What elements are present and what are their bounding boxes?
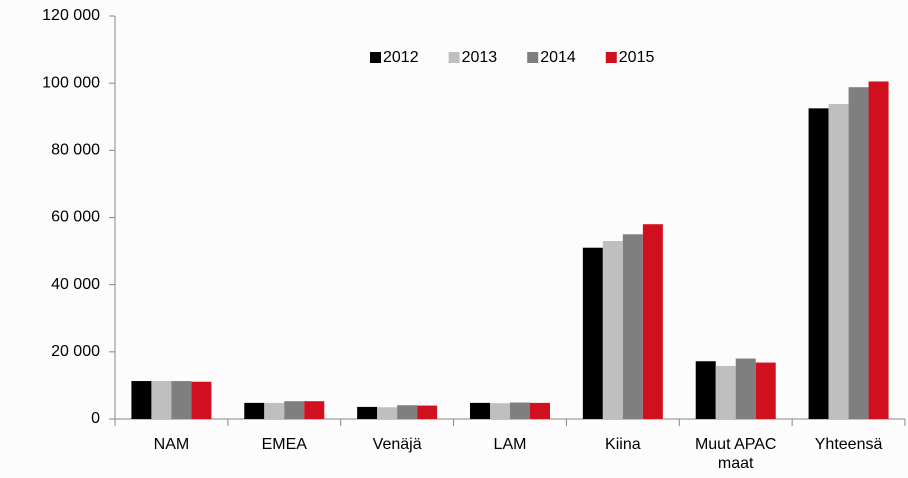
bar	[715, 365, 736, 419]
legend-label: 2014	[540, 49, 576, 66]
legend-swatch	[527, 52, 539, 63]
bar	[171, 381, 192, 419]
legend-label: 2013	[462, 49, 498, 66]
bar	[490, 403, 510, 419]
legend-swatch	[448, 52, 460, 63]
bar	[264, 402, 285, 419]
bar	[808, 108, 829, 420]
bar	[131, 381, 152, 419]
y-tick-label: 40 000	[51, 276, 100, 293]
bar	[304, 401, 325, 419]
bar	[417, 405, 438, 419]
bar	[470, 402, 490, 419]
bar	[244, 402, 265, 419]
y-tick-label: 60 000	[51, 209, 100, 226]
legend-swatch	[605, 52, 617, 63]
legend-label: 2012	[383, 49, 419, 66]
x-tick-label: Muut APAC maat	[694, 436, 777, 472]
y-tick-label: 100 000	[42, 74, 100, 91]
x-tick-label: Kiina	[605, 436, 641, 453]
x-tick-label: EMEA	[261, 436, 307, 453]
bar	[397, 405, 418, 419]
bar	[530, 402, 550, 419]
bar	[357, 406, 378, 419]
x-tick-label: Yhteensä	[814, 436, 883, 453]
bar	[151, 381, 172, 419]
bar	[755, 362, 776, 419]
bar	[848, 87, 869, 420]
bar	[695, 361, 716, 419]
bar	[377, 407, 398, 419]
bar	[642, 224, 663, 419]
y-tick-label: 120 000	[42, 7, 100, 24]
x-tick-label: NAM	[153, 436, 190, 453]
y-tick-label: 80 000	[51, 142, 100, 159]
bar	[868, 81, 889, 420]
y-tick-label: 0	[91, 410, 100, 427]
x-tick-label: LAM	[493, 436, 527, 453]
legend-swatch	[370, 52, 381, 63]
x-tick-label: Venäjä	[372, 436, 422, 453]
bar	[191, 381, 212, 419]
bar	[510, 402, 530, 419]
bar	[284, 401, 305, 419]
y-tick-label: 20 000	[51, 343, 100, 360]
bar	[828, 103, 849, 419]
bar	[622, 234, 643, 419]
bar	[602, 241, 623, 419]
bar	[582, 247, 603, 419]
legend-label: 2015	[619, 49, 655, 66]
bar	[735, 358, 756, 419]
